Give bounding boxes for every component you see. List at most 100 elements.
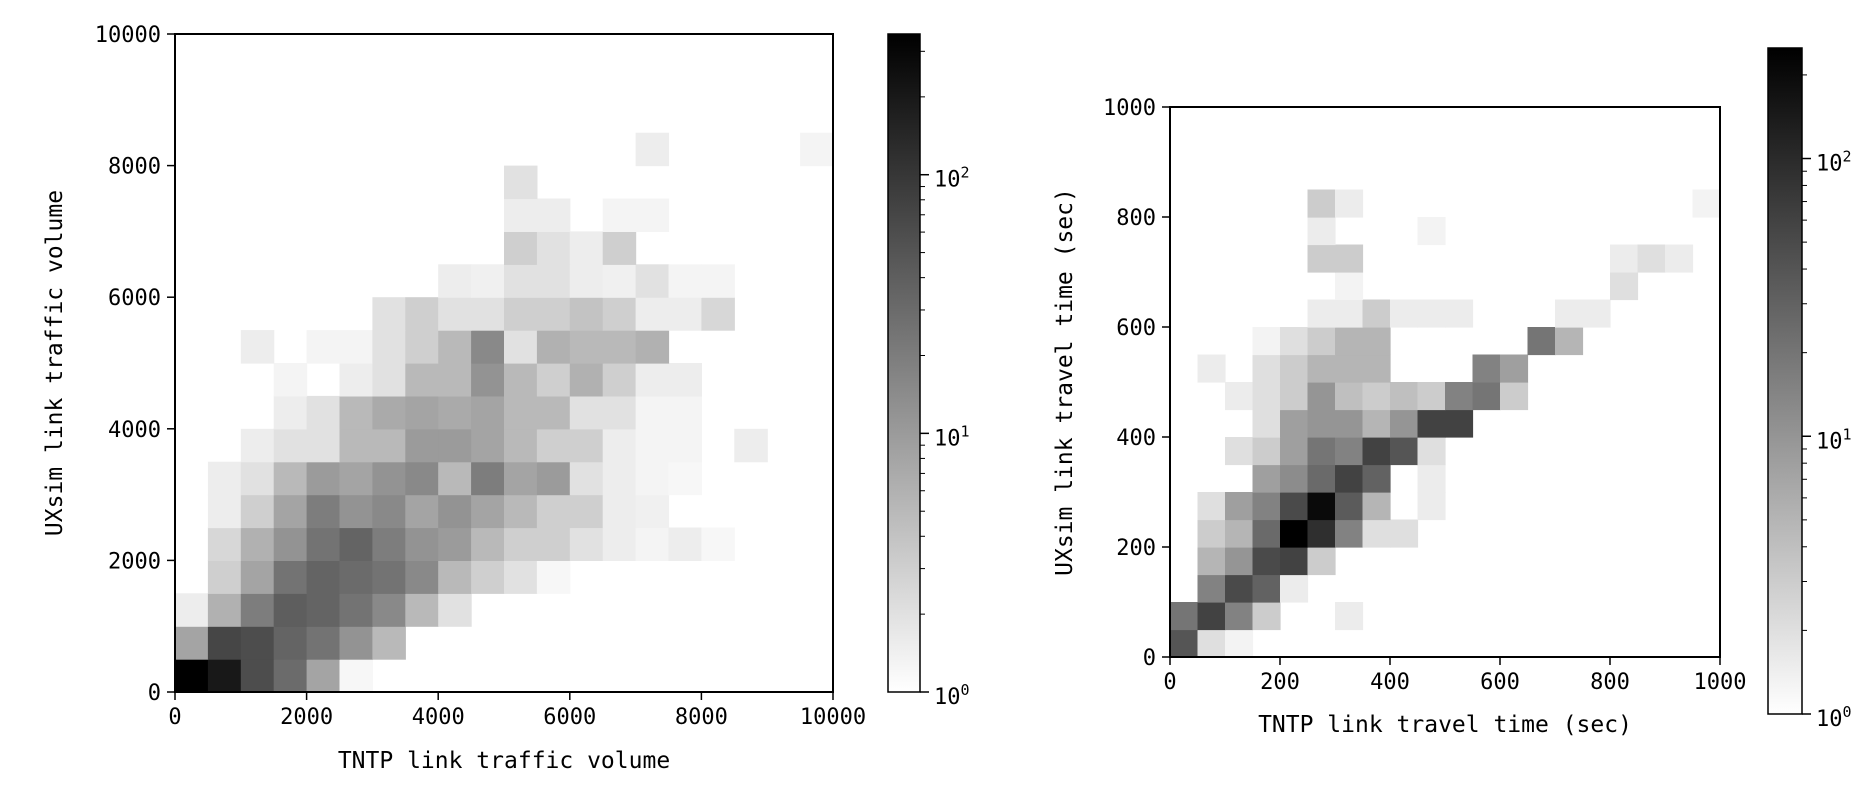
heatmap-cell [438,330,472,364]
heatmap-cell [504,494,538,529]
heatmap-cell [1417,299,1446,328]
heatmap-cell [635,395,670,430]
heatmap-cell [339,626,373,660]
heatmap-cell [1417,409,1446,438]
heatmap-cell [569,231,604,265]
heatmap-cell [471,494,505,529]
heatmap-cell [1417,217,1446,246]
heatmap-cell [504,297,538,331]
heatmap-cell [635,461,670,496]
y-tick-label: 10000 [95,23,161,48]
heatmap-cell [1280,519,1309,548]
heatmap-cell [602,231,637,265]
heatmap-cell [1225,437,1254,466]
colorbar: 100 101 102 [887,33,970,710]
x-axis-ticks: 0 2000 4000 6000 8000 10000 [168,692,866,730]
heatmap-cell [1445,299,1474,328]
heatmap-cell [1225,492,1254,521]
heatmap-cell [240,560,275,594]
heatmap-cell [471,527,505,561]
heatmap-cell [240,593,275,627]
plot-frame [174,33,834,693]
heatmap-cell [1335,602,1364,631]
heatmap-cell [1362,437,1391,466]
x-tick-label: 200 [1260,670,1300,695]
heatmap-cell [1307,299,1336,328]
heatmap-cell [306,395,341,430]
heatmap-cell [1252,327,1281,356]
heatmap-cell [668,527,702,561]
heatmap-cell [800,132,834,167]
heatmap-cell [635,527,670,561]
heatmap-cell [1307,244,1336,273]
heatmap-cell [1225,574,1254,603]
heatmap-cell [372,428,406,463]
heatmap-cell [471,461,505,496]
heatmap-cell [273,428,308,463]
heatmap-cell [602,527,637,561]
heatmap-cell [536,494,571,529]
y-tick-label: 6000 [108,286,161,311]
heatmap-cell [504,560,538,594]
heatmap-cell [207,659,242,693]
colorbar-tick-label: 102 [934,164,970,193]
heatmap-cell [602,395,637,430]
heatmap-cell [1307,492,1336,521]
heatmap-cell [1252,354,1281,383]
heatmap-cell [339,593,373,627]
heatmap-cell [1197,519,1226,548]
heatmap-cell [1225,602,1254,631]
heatmap-cell [1252,547,1281,576]
heatmap-cell [1362,299,1391,328]
colorbar-tick-label: 102 [1816,148,1852,177]
heatmap-cell [372,297,406,331]
heatmap-cell [372,593,406,627]
colorbar-gradient [1767,47,1803,715]
heatmap-cell [536,461,571,496]
heatmap-cell [339,560,373,594]
heatmap-cell [1307,327,1336,356]
heatmap-cell [1197,629,1226,658]
heatmap-cell [207,626,242,660]
x-axis-label: TNTP link travel time (sec) [1258,712,1632,738]
heatmap-cell [536,198,571,232]
heatmap-cell [668,363,702,397]
heatmap-cell [1307,409,1336,438]
heatmap-cell [569,395,604,430]
heatmap-cell [240,527,275,561]
heatmap-cell [339,395,373,430]
y-tick-label: 800 [1116,206,1156,231]
heatmap-cell [306,461,341,496]
heatmap-cell [405,297,439,331]
heatmap-cell [438,264,472,298]
heatmap-cell [1390,519,1419,548]
heatmap-cell [339,363,373,397]
heatmap-cell [1280,409,1309,438]
heatmap-cell [438,297,472,331]
heatmap-cell [273,560,308,594]
heatmap-cell [306,560,341,594]
x-tick-label: 1000 [1694,670,1747,695]
heatmap-cell [372,626,406,660]
heatmap-cell [504,527,538,561]
heatmap-cell [569,461,604,496]
heatmap-cell [1527,327,1556,356]
y-tick-label: 0 [148,681,161,706]
heatmap-cell [1390,299,1419,328]
heatmap-cell [1582,299,1611,328]
heatmap-cell [635,132,670,167]
heatmap-cell [175,626,209,660]
heatmap-cell [372,461,406,496]
heatmap-cell [175,659,209,693]
heatmap-cell [668,395,702,430]
heatmap-cell [569,330,604,364]
heatmap-cell [504,363,538,397]
colorbar-gradient [887,33,921,693]
heatmap-cell [405,428,439,463]
heatmap-cell [635,428,670,463]
heatmap-cell [1335,327,1364,356]
heatmap-cell [1307,354,1336,383]
x-tick-label: 0 [168,705,181,730]
heatmap-cell [1252,464,1281,493]
